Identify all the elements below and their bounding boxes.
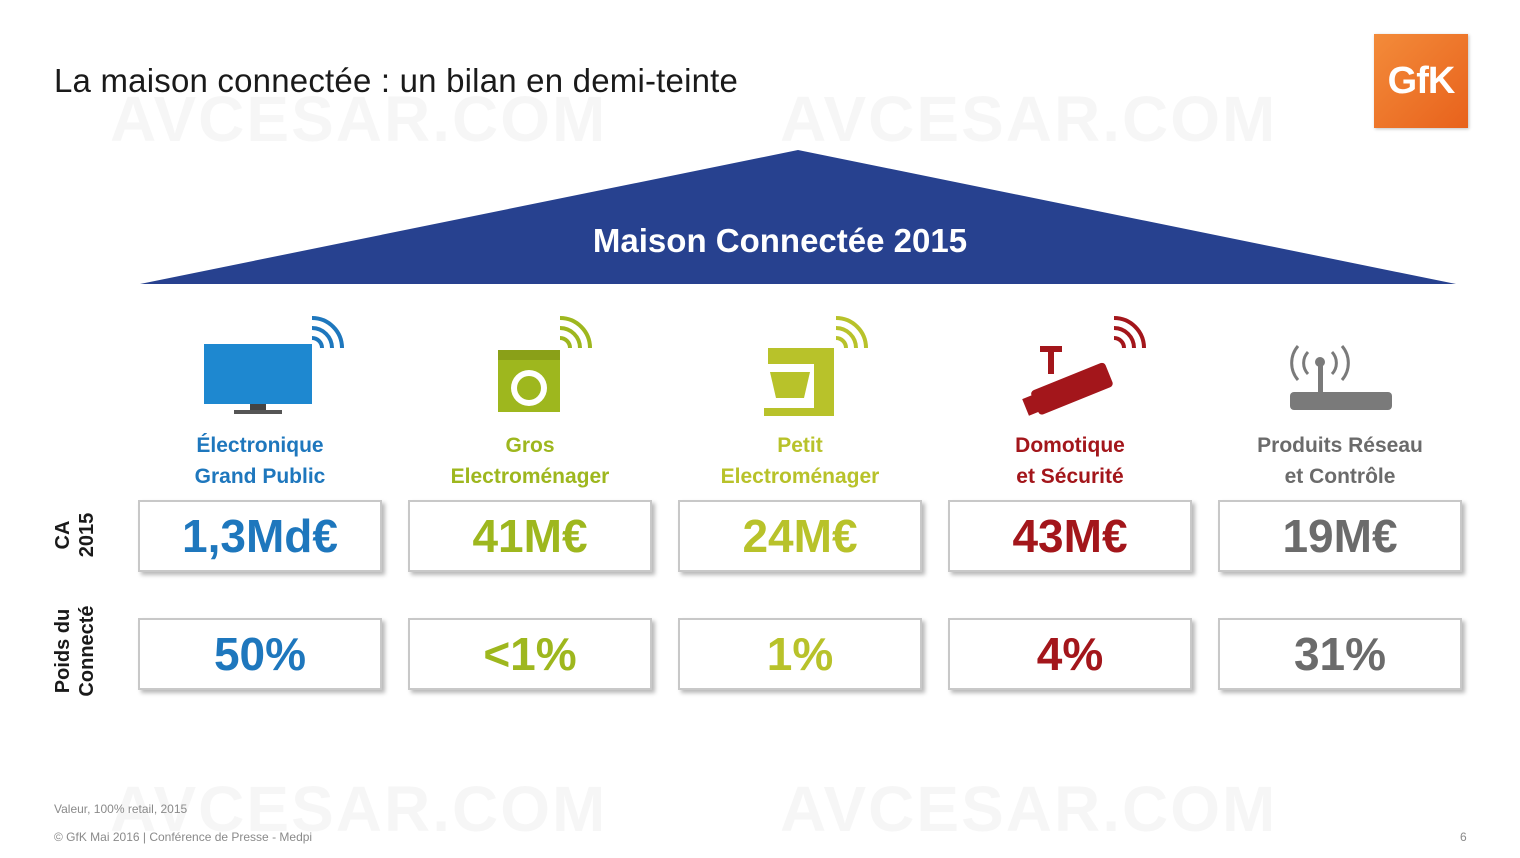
ca-value: 1,3Md€ [182,510,338,562]
poids-value-box: 50% [138,618,382,690]
poids-value-box: 1% [678,618,922,690]
category-label: Petit Electroménager [720,434,880,488]
food-processor-icon [764,316,868,416]
poids-value: 1% [766,628,834,680]
footer-copyright: © GfK Mai 2016 | Conférence de Presse - … [54,830,313,844]
logo-text: GfK [1387,59,1456,102]
poids-value: 50% [213,628,307,680]
ca-value-box: 43M€ [948,500,1192,572]
row-label-poids: Poids du Connecté [52,605,98,697]
ca-value-box: 24M€ [678,500,922,572]
category-label: Produits Réseau et Contrôle [1257,434,1423,488]
ca-value-box: 19M€ [1218,500,1462,572]
category-label: Gros Electroménager [450,434,610,488]
watermark: AVCESAR.COM [780,772,1277,846]
washing-machine-icon [498,316,592,412]
poids-value: 4% [1036,628,1104,680]
router-icon [1290,345,1392,410]
roof-shape [140,150,1456,284]
roof-title: Maison Connectée 2015 [592,222,968,259]
poids-value-box: <1% [408,618,652,690]
page-title: La maison connectée : un bilan en demi-t… [54,62,739,99]
ca-value: 41M€ [472,510,588,562]
category-label: Électronique Grand Public [194,434,326,488]
poids-value: <1% [483,628,577,680]
footer-source: Valeur, 100% retail, 2015 [54,802,188,816]
category-label: Domotique et Sécurité [1015,434,1125,488]
ca-value: 19M€ [1282,510,1398,562]
gfk-logo: GfK [1374,34,1468,128]
ca-value: 43M€ [1012,510,1128,562]
poids-value-box: 31% [1218,618,1462,690]
ca-value-box: 41M€ [408,500,652,572]
security-camera-icon [1022,316,1146,416]
watermark: AVCESAR.COM [780,82,1277,156]
tv-icon [204,316,344,414]
poids-value: 31% [1293,628,1387,680]
page-number: 6 [1460,830,1467,844]
ca-value: 24M€ [742,510,858,562]
ca-value-box: 1,3Md€ [138,500,382,572]
row-label-ca: CA 2015 [52,512,98,558]
poids-value-box: 4% [948,618,1192,690]
